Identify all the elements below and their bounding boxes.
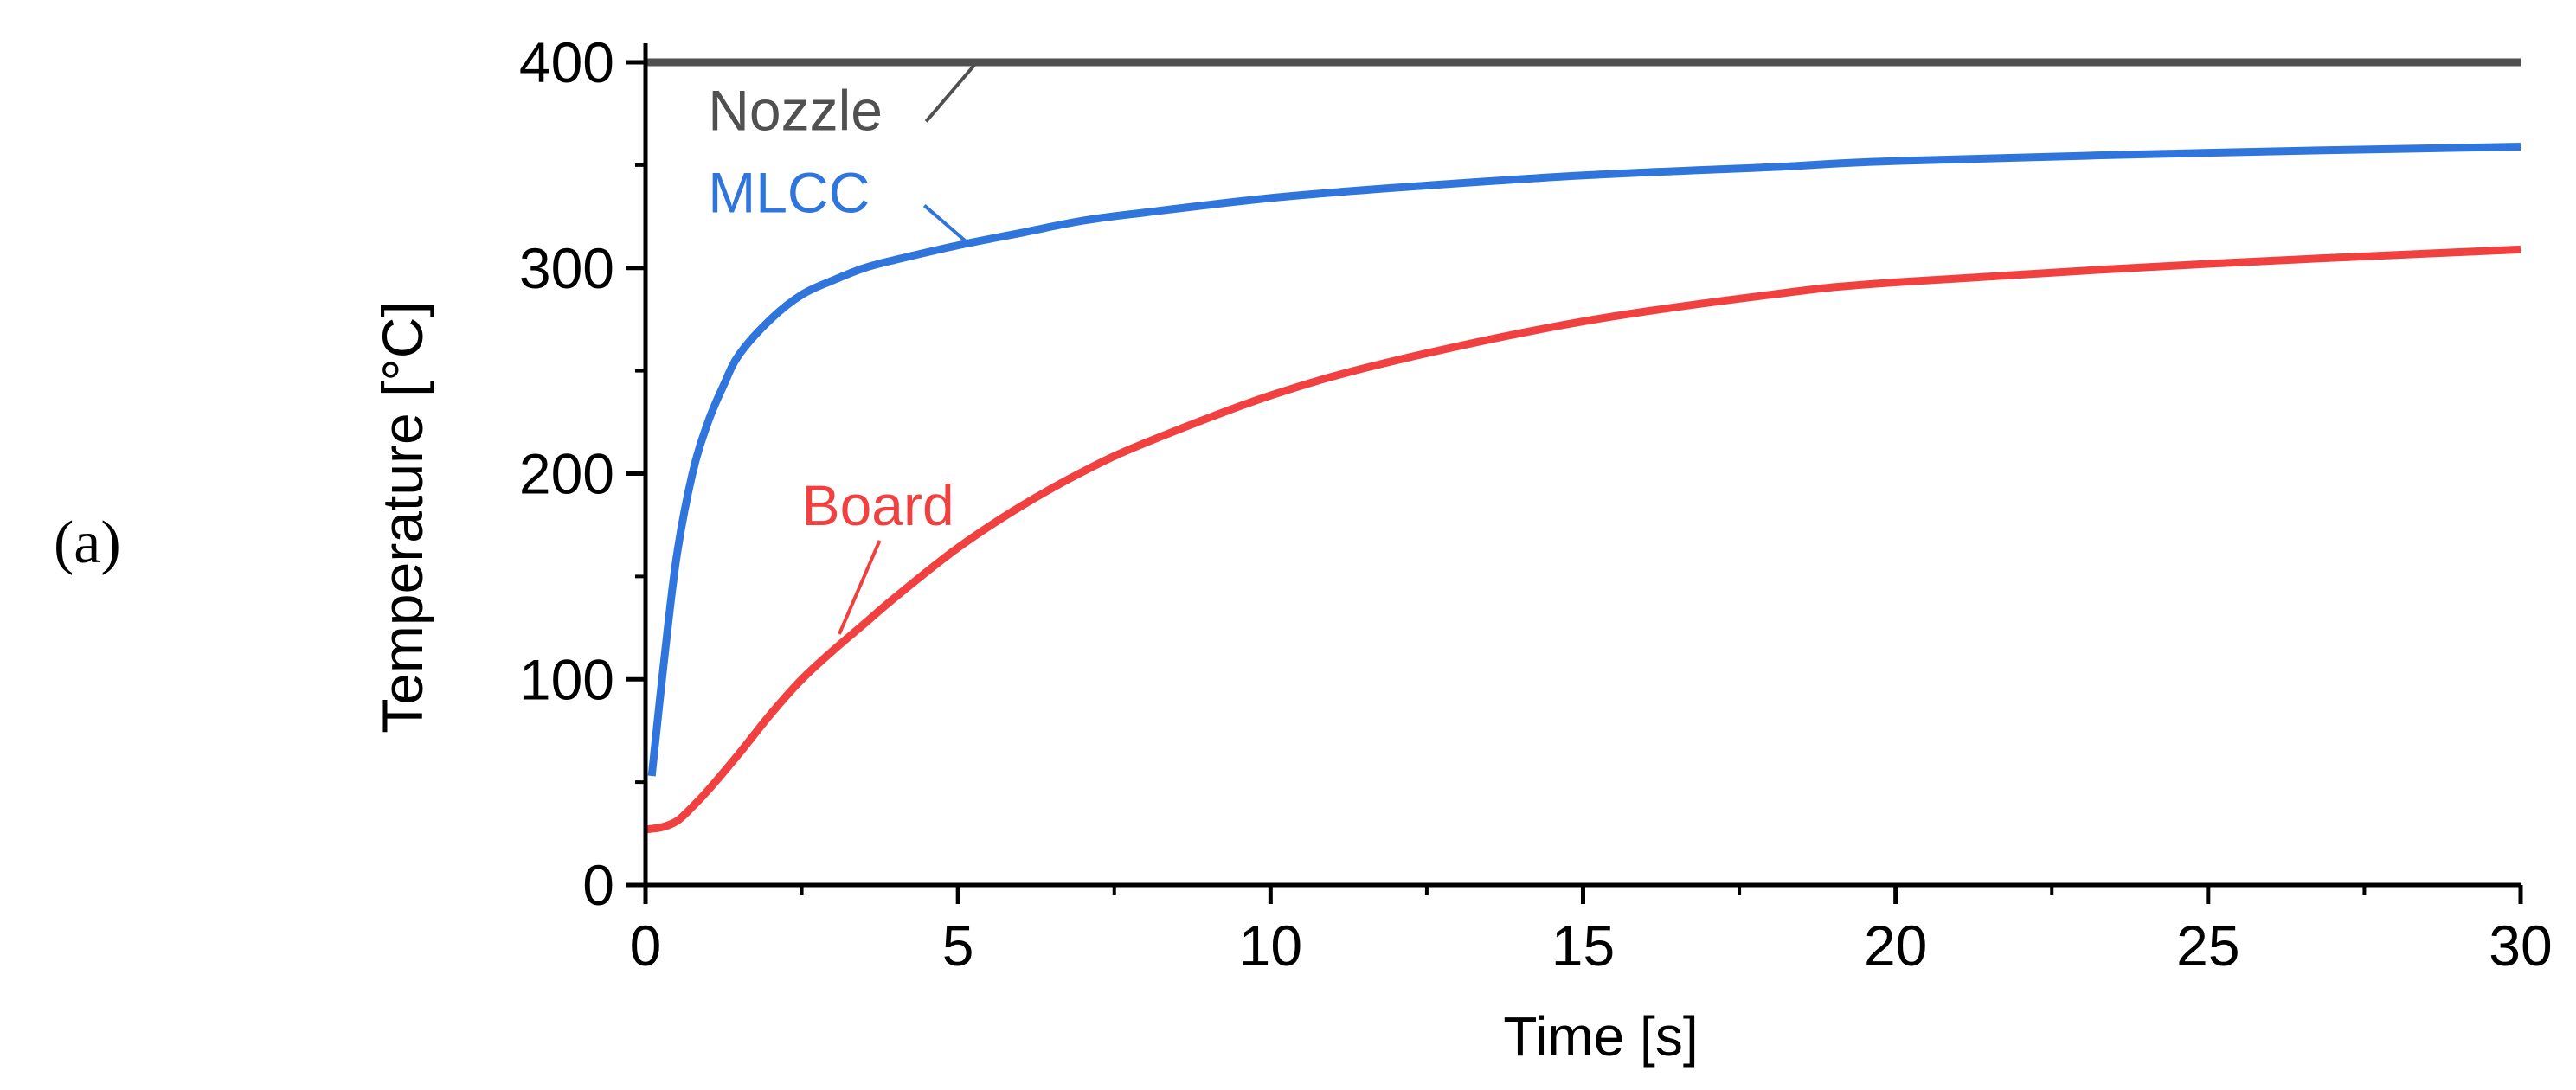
- series-pointer-board: [838, 540, 882, 635]
- y-tick-label-400: 400: [519, 30, 614, 94]
- series-annotations: Nozzle MLCC Board: [708, 61, 979, 635]
- series-line-mlcc: [647, 143, 2521, 777]
- x-tick-label-15: 15: [1551, 914, 1615, 978]
- y-tick-label-0: 0: [582, 853, 614, 917]
- series-label-mlcc: MLCC: [708, 161, 870, 225]
- y-tick-label-200: 200: [519, 442, 614, 506]
- x-tick-label-10: 10: [1239, 914, 1302, 978]
- panel-label: (a): [54, 510, 121, 576]
- y-tick-label-300: 300: [519, 236, 614, 300]
- series-pointer-mlcc: [922, 204, 972, 247]
- series-label-nozzle: Nozzle: [708, 78, 883, 142]
- series-curves: [645, 58, 2521, 834]
- x-axis-title: Time [s]: [1503, 1005, 1698, 1068]
- series-label-board: Board: [802, 473, 954, 537]
- y-tick-label-100: 100: [519, 647, 614, 711]
- x-tick-label-20: 20: [1864, 914, 1927, 978]
- x-tick-label-0: 0: [630, 914, 662, 978]
- series-line-board: [645, 245, 2521, 834]
- x-tick-label-5: 5: [942, 914, 974, 978]
- x-tick-label-30: 30: [2489, 914, 2552, 978]
- y-axis-title: Temperature [°C]: [370, 301, 434, 734]
- series-pointer-nozzle: [924, 61, 979, 123]
- x-tick-label-25: 25: [2176, 914, 2239, 978]
